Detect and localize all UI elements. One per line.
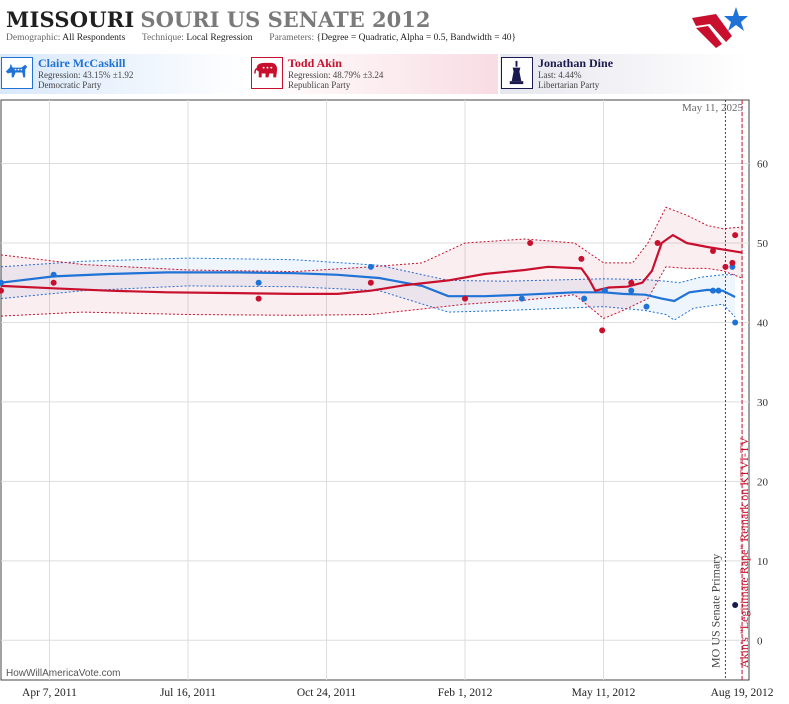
poll-point (0, 287, 4, 294)
technique-value: Local Regression (186, 33, 253, 43)
poll-point (732, 319, 739, 326)
elephant-icon (251, 57, 283, 89)
plot-area (0, 99, 750, 681)
trend-line (0, 271, 736, 303)
demographic-value: All Respondents (62, 33, 126, 43)
y-tick-label: 0 (757, 635, 763, 647)
poll-point (729, 259, 736, 266)
chart-title: MISSOURI SOURI US SENATE 2012 (6, 7, 430, 32)
y-tick-label: 40 (757, 317, 769, 329)
candidate-card-mccaskill[interactable]: Claire McCaskill Regression: 43.15% ±1.9… (0, 54, 248, 94)
candidate-name: Jonathan Dine (538, 56, 614, 70)
candidate-party: Libertarian Party (538, 80, 600, 90)
poll-point (462, 295, 469, 302)
y-tick-label: 20 (757, 476, 769, 488)
candidate-name: Todd Akin (288, 56, 342, 70)
y-tick-label: 50 (757, 238, 769, 250)
event-label: MO US Senate Primary (708, 554, 722, 668)
band-lower-line (0, 285, 736, 321)
candidate-stat: Regression: 43.15% ±1.92 (38, 70, 134, 80)
poll-point (578, 255, 585, 262)
poll-point (518, 295, 525, 302)
x-tick-label: Jul 16, 2011 (160, 687, 216, 699)
poll-point (581, 295, 588, 302)
poll-point (654, 240, 661, 247)
x-tick-label: Oct 24, 2011 (297, 687, 357, 699)
poll-point (643, 303, 650, 310)
donkey-icon (1, 57, 33, 89)
band-lower-line (0, 266, 743, 320)
poll-point (732, 232, 739, 239)
title-state: MISSOURI (6, 7, 135, 32)
site-logo-icon (692, 7, 748, 48)
poll-point (255, 295, 262, 302)
candidate-stat: Regression: 48.79% ±3.24 (288, 70, 384, 80)
parameters-label: Parameters: (269, 33, 315, 43)
poll-chart: 0 10 20 30 40 50 60 Apr 7, 2011 Jul 16, 2011 Oct … (0, 99, 774, 699)
poll-point (732, 601, 739, 608)
poll-point (255, 279, 262, 286)
y-tick-label: 30 (757, 397, 769, 409)
candidate-name: Claire McCaskill (38, 56, 126, 70)
x-tick-label: Apr 7, 2011 (22, 687, 77, 699)
poll-point (722, 263, 729, 270)
poll-point (599, 327, 606, 334)
poll-point (367, 279, 374, 286)
trend-line (0, 234, 743, 295)
site-credit[interactable]: HowWillAmericaVote.com (6, 668, 121, 679)
event-label: Akin's "Legitimate Rape" Remark on KTVI-… (737, 437, 751, 668)
x-tick-label: Aug 19, 2012 (711, 687, 774, 699)
poll-point (0, 279, 4, 286)
poll-point (709, 287, 716, 294)
statue-of-liberty-icon (501, 57, 533, 89)
poll-point (709, 247, 716, 254)
x-tick-label: May 11, 2012 (572, 687, 636, 699)
y-tick-label: 10 (757, 556, 769, 568)
poll-point (628, 287, 635, 294)
confidence-band (1, 207, 743, 319)
candidate-cards: Claire McCaskill Regression: 43.15% ±1.9… (0, 54, 750, 94)
today-label: May 11, 2025 (682, 102, 744, 114)
parameters-value: {Degree = Quadratic, Alpha = 0.5, Bandwi… (316, 33, 517, 43)
y-tick-label: 60 (757, 159, 769, 171)
candidate-card-dine[interactable]: Jonathan Dine Last: 4.44% Libertarian Pa… (500, 54, 748, 94)
poll-point (367, 263, 374, 270)
candidate-party: Republican Party (288, 80, 351, 90)
poll-point (50, 271, 57, 278)
confidence-band (1, 258, 736, 321)
technique-label: Technique: (141, 33, 184, 43)
title-race: SOURI US SENATE 2012 (140, 7, 431, 32)
demographic-label: Demographic: (6, 33, 61, 43)
x-tick-label: Feb 1, 2012 (438, 687, 493, 699)
poll-point (50, 279, 57, 286)
poll-point (601, 287, 608, 294)
candidate-stat: Last: 4.44% (538, 70, 582, 80)
band-upper-line (0, 257, 736, 284)
candidate-party: Democratic Party (38, 80, 102, 90)
candidate-card-akin[interactable]: Todd Akin Regression: 48.79% ±3.24 Repub… (250, 54, 498, 94)
poll-point (527, 240, 534, 247)
poll-point (628, 279, 635, 286)
parameter-line: Demographic: All Respondents Technique: … (6, 33, 516, 43)
poll-point (715, 287, 722, 294)
